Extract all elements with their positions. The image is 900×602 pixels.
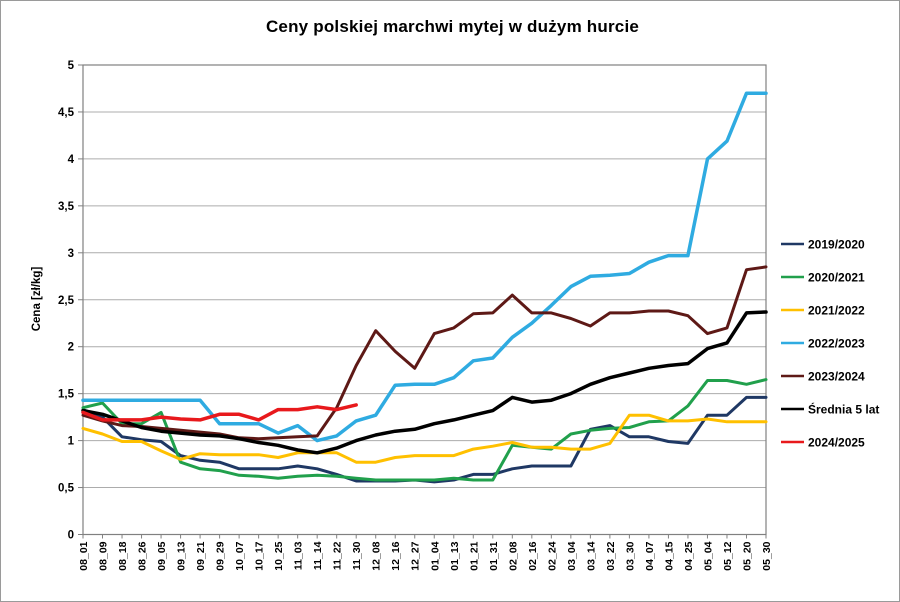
x-tick-label: 09_13 bbox=[176, 541, 188, 570]
y-tick-label: 4 bbox=[68, 154, 75, 166]
x-tick-label: 08_26 bbox=[137, 541, 149, 570]
x-tick-label: 01_31 bbox=[488, 541, 500, 570]
x-tick-label: 05_04 bbox=[702, 541, 714, 570]
x-tick-label: 11_14 bbox=[312, 541, 324, 570]
x-tick-label: 11_22 bbox=[332, 541, 344, 570]
x-tick-label: 12_16 bbox=[390, 541, 402, 570]
y-tick-label: 3,5 bbox=[58, 201, 75, 213]
series-line-2024-2025 bbox=[81, 403, 358, 422]
x-tick-label: 01_21 bbox=[468, 541, 480, 570]
x-tick-label: 01_13 bbox=[449, 541, 461, 570]
x-tick-label: 10_25 bbox=[273, 541, 285, 570]
x-tick-label: 08_18 bbox=[117, 541, 129, 570]
y-tick-label: 2 bbox=[68, 342, 74, 354]
x-tick-label: 05_12 bbox=[722, 541, 734, 570]
y-tick-label: 4,5 bbox=[58, 107, 75, 119]
x-tick-label: 10_17 bbox=[254, 541, 266, 570]
x-tick-label: 02_24 bbox=[546, 541, 558, 570]
x-tick-label: 04_25 bbox=[683, 541, 695, 570]
x-tick-label: 08_09 bbox=[98, 541, 110, 570]
x-tick-label: 09_21 bbox=[195, 541, 207, 570]
series-line-2022-2023 bbox=[81, 91, 768, 443]
x-tick-label: 02_16 bbox=[527, 541, 539, 570]
chart-title: Ceny polskiej marchwi mytej w dużym hurc… bbox=[265, 17, 640, 36]
x-tick-label: 03_30 bbox=[624, 541, 636, 570]
x-tick-label: 09_05 bbox=[156, 541, 168, 570]
legend-label: 2023/2024 bbox=[808, 370, 865, 384]
x-tick-label: 11_03 bbox=[293, 541, 305, 570]
x-tick-label: 03_22 bbox=[605, 541, 617, 570]
legend-label: Średnia 5 lat bbox=[808, 402, 879, 417]
x-tick-label: 12_27 bbox=[410, 541, 422, 570]
legend-label: 2024/2025 bbox=[808, 436, 865, 450]
x-tick-label: 03_04 bbox=[566, 541, 578, 570]
y-tick-label: 0 bbox=[68, 530, 74, 542]
y-tick-label: 3 bbox=[68, 248, 74, 260]
x-tick-label: 02_08 bbox=[507, 541, 519, 570]
y-tick-label: 1 bbox=[68, 436, 75, 448]
legend-label: 2022/2023 bbox=[808, 337, 865, 351]
x-tick-label: 12_08 bbox=[371, 541, 383, 570]
x-tick-label: 05_30 bbox=[761, 541, 773, 570]
x-tick-label: 01_04 bbox=[429, 541, 441, 570]
y-tick-label: 2,5 bbox=[58, 295, 75, 307]
x-tick-label: 04_15 bbox=[663, 541, 675, 570]
x-tick-label: 04_07 bbox=[644, 541, 656, 570]
legend-label: 2020/2021 bbox=[808, 271, 865, 285]
x-tick-label: 05_20 bbox=[741, 541, 753, 570]
series-line-2023-2024 bbox=[81, 265, 768, 441]
series-line-2021-2022 bbox=[81, 413, 768, 464]
x-tick-label: 08_01 bbox=[78, 541, 90, 570]
y-axis-title: Cena [zł/kg] bbox=[31, 267, 43, 332]
y-tick-label: 1,5 bbox=[58, 389, 75, 401]
series-line--rednia-5-lat bbox=[81, 310, 768, 455]
series-line-2020-2021 bbox=[81, 378, 768, 482]
x-tick-label: 09_29 bbox=[215, 541, 227, 570]
y-tick-label: 0,5 bbox=[58, 483, 75, 495]
x-tick-label: 11_30 bbox=[351, 541, 363, 570]
legend-label: 2021/2022 bbox=[808, 304, 865, 318]
x-tick-label: 10_07 bbox=[234, 541, 246, 570]
series-line-2019-2020 bbox=[81, 395, 768, 484]
y-tick-label: 5 bbox=[68, 60, 75, 72]
x-tick-label: 03_14 bbox=[585, 541, 597, 570]
legend-label: 2019/2020 bbox=[808, 238, 865, 252]
